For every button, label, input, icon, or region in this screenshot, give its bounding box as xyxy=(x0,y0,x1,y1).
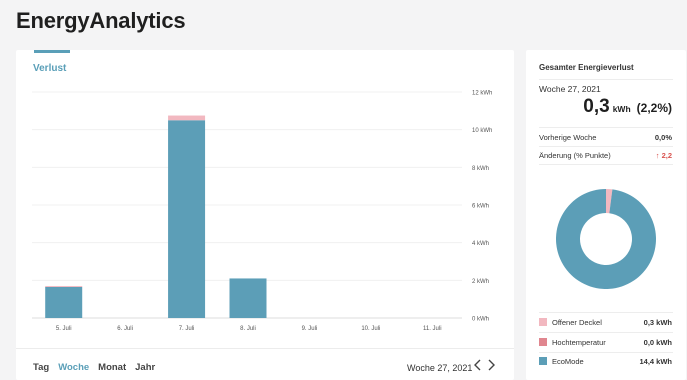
y-tick-label: 8 kWh xyxy=(472,166,489,172)
current-week-label: Woche 27, 2021 xyxy=(407,363,473,373)
y-tick-label: 10 kWh xyxy=(472,128,492,134)
total-loss: 0,3 kWh (2,2%) xyxy=(583,96,672,118)
bar-ecomode xyxy=(45,286,83,318)
period-woche[interactable]: Woche xyxy=(58,362,90,373)
loss-donut-chart xyxy=(556,189,656,289)
x-tick-label: 6. Juli xyxy=(117,326,133,332)
y-tick-label: 0 kWh xyxy=(472,317,489,323)
tab-indicator xyxy=(34,50,70,53)
total-loss-unit: kWh xyxy=(612,104,631,114)
legend-label: Offener Deckel xyxy=(552,318,602,327)
summary-title: Gesamter Energieverlust xyxy=(539,63,634,72)
period-monat[interactable]: Monat xyxy=(98,362,127,373)
x-tick-label: 8. Juli xyxy=(240,326,256,332)
prev-week-value: 0,0% xyxy=(654,133,672,142)
legend-value: 14,4 kWh xyxy=(639,357,672,366)
divider xyxy=(539,352,673,353)
legend-swatch-offener-deckel xyxy=(539,318,547,326)
y-tick-label: 6 kWh xyxy=(472,204,489,210)
donut-slice-ecomode xyxy=(556,189,656,289)
section-title[interactable]: Verlust xyxy=(33,63,67,74)
total-loss-value: 0,3 xyxy=(583,96,610,117)
legend-value: 0,3 kWh xyxy=(643,318,672,327)
chevron-right-icon[interactable] xyxy=(487,359,496,373)
x-tick-label: 10. Juli xyxy=(361,326,380,332)
chevron-left-icon[interactable] xyxy=(473,359,482,373)
divider xyxy=(539,79,673,80)
x-tick-label: 11. Juli xyxy=(423,326,442,332)
x-tick-label: 9. Juli xyxy=(302,326,318,332)
y-tick-label: 2 kWh xyxy=(472,279,489,285)
bar-offener-deckel xyxy=(45,285,83,287)
loss-bar-chart: 0 kWh 2 kWh 4 kWh 6 kWh 8 kWh 10 kWh 12 kWh 5. … xyxy=(32,91,492,332)
x-tick-label: 5. Juli xyxy=(56,326,72,332)
prev-week-label: Vorherige Woche xyxy=(539,133,597,142)
bar-ecomode xyxy=(229,278,267,318)
period-jahr[interactable]: Jahr xyxy=(135,362,156,373)
energy-loss-summary-card: Gesamter Energieverlust Woche 27, 2021 0… xyxy=(526,50,686,380)
divider xyxy=(539,164,673,165)
change-value: ↑ 2,2 xyxy=(655,151,672,160)
divider xyxy=(539,332,673,333)
app-title: EnergyAnalytics xyxy=(16,8,186,33)
x-tick-label: 7. Juli xyxy=(179,326,195,332)
legend-swatch-ecomode xyxy=(539,357,547,365)
legend-label: EcoMode xyxy=(552,357,584,366)
summary-week: Woche 27, 2021 xyxy=(539,84,601,94)
y-tick-label: 4 kWh xyxy=(472,241,489,247)
legend-value: 0,0 kWh xyxy=(643,338,672,347)
donut-slice-offener-deckel xyxy=(606,189,613,214)
loss-chart-card: Verlust 0 kWh 2 kWh 4 kWh 6 kWh 8 kWh 10 kWh 1… xyxy=(16,50,514,380)
legend-swatch-hochtemperatur xyxy=(539,338,547,346)
chart-divider xyxy=(16,348,514,349)
period-tag[interactable]: Tag xyxy=(33,362,50,373)
change-label: Änderung (% Punkte) xyxy=(539,151,611,160)
total-loss-percent: (2,2%) xyxy=(636,101,672,115)
divider xyxy=(539,312,673,313)
legend-label: Hochtemperatur xyxy=(552,338,606,347)
bar-offener-deckel xyxy=(168,115,206,121)
y-tick-label: 12 kWh xyxy=(472,91,492,97)
divider xyxy=(539,127,673,128)
period-selector: Tag Woche Monat Jahr xyxy=(33,362,155,373)
divider xyxy=(539,146,673,147)
bar-ecomode xyxy=(168,120,206,318)
